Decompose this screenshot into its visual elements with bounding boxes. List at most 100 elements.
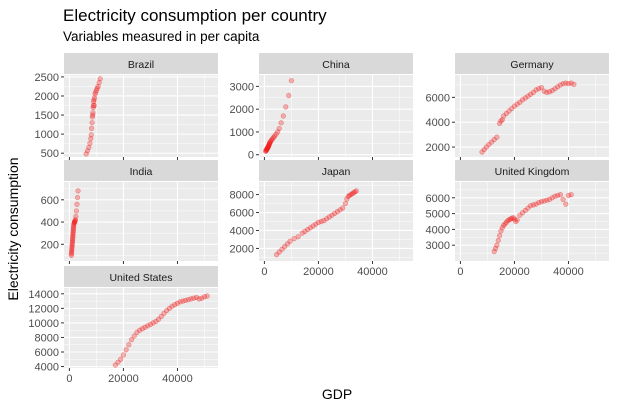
data-point bbox=[71, 221, 77, 227]
data-point bbox=[555, 84, 561, 90]
facet-strip-label-japan: Japan bbox=[322, 166, 351, 178]
data-point bbox=[134, 329, 140, 335]
facet-japan: Japan 2000 4000 6000 8000 0 20000 40000 bbox=[230, 160, 413, 278]
data-point bbox=[276, 249, 282, 255]
data-point bbox=[275, 129, 281, 135]
data-point bbox=[491, 137, 497, 143]
data-point bbox=[263, 148, 269, 154]
y-tick-label: 600 bbox=[41, 195, 59, 207]
data-point bbox=[172, 302, 178, 308]
data-point bbox=[315, 219, 322, 225]
data-point bbox=[70, 224, 77, 230]
data-point bbox=[161, 310, 167, 317]
y-tick-label: 4000 bbox=[35, 362, 59, 374]
data-point bbox=[69, 241, 75, 247]
data-point bbox=[267, 139, 273, 145]
data-point bbox=[329, 212, 335, 218]
data-point bbox=[115, 359, 121, 365]
data-point bbox=[299, 230, 305, 236]
data-point bbox=[348, 191, 354, 198]
facet-strip-label-india: India bbox=[130, 166, 153, 178]
data-point bbox=[276, 125, 282, 132]
data-point bbox=[278, 120, 284, 126]
data-point bbox=[571, 81, 577, 87]
data-point bbox=[92, 91, 98, 97]
data-point bbox=[344, 196, 350, 202]
data-point bbox=[265, 145, 271, 151]
data-point bbox=[546, 196, 553, 202]
facet-strip-united-states bbox=[64, 266, 218, 287]
x-tick-label: 20000 bbox=[303, 266, 334, 278]
data-point bbox=[496, 233, 503, 239]
data-point bbox=[71, 219, 78, 225]
data-point bbox=[349, 191, 355, 197]
facet-strip-label-germany: Germany bbox=[510, 59, 554, 71]
x-tick-label: 40000 bbox=[162, 373, 193, 385]
data-point bbox=[506, 217, 512, 223]
y-tick-label: 2000 bbox=[230, 104, 254, 116]
data-point bbox=[530, 89, 536, 95]
data-point bbox=[352, 189, 358, 195]
data-point bbox=[88, 125, 95, 131]
data-point bbox=[513, 218, 519, 225]
data-point bbox=[201, 294, 208, 300]
data-point bbox=[94, 85, 100, 91]
data-point bbox=[544, 197, 550, 203]
data-point bbox=[538, 84, 545, 91]
data-point bbox=[498, 118, 504, 124]
facet-strip-germany bbox=[455, 53, 609, 74]
data-point bbox=[75, 188, 81, 194]
y-tick-label: 3000 bbox=[230, 81, 254, 93]
data-point bbox=[264, 146, 270, 152]
facet-strip-label-united-kingdom: United Kingdom bbox=[495, 166, 570, 178]
data-point bbox=[528, 91, 534, 97]
y-tick-label: 2000 bbox=[426, 142, 450, 154]
data-point bbox=[541, 88, 547, 94]
facet-brazil: Brazil 500 1000 1500 2000 2500 bbox=[35, 53, 218, 160]
data-point bbox=[174, 300, 181, 306]
data-point bbox=[68, 249, 75, 255]
data-point bbox=[479, 149, 485, 155]
data-point bbox=[118, 356, 124, 362]
y-tick-label: 200 bbox=[41, 239, 59, 251]
data-point bbox=[310, 223, 316, 229]
facet-strip-brazil bbox=[64, 53, 218, 74]
data-point bbox=[139, 326, 145, 332]
data-point bbox=[70, 226, 77, 232]
y-tick-label: 4000 bbox=[426, 117, 450, 129]
data-point bbox=[284, 241, 290, 247]
data-point bbox=[342, 200, 349, 207]
data-point bbox=[525, 93, 531, 99]
data-point bbox=[502, 221, 508, 227]
data-point bbox=[166, 305, 172, 311]
data-point bbox=[69, 244, 75, 250]
data-point bbox=[288, 78, 295, 84]
data-point bbox=[557, 192, 563, 198]
data-point bbox=[533, 87, 539, 93]
facet-united-kingdom: United Kingdom 3000 4000 5000 6000 0 20000 4000… bbox=[426, 160, 609, 278]
data-point bbox=[350, 190, 357, 196]
data-point bbox=[87, 140, 93, 146]
data-point bbox=[150, 320, 156, 326]
y-tick-label: 6000 bbox=[35, 347, 59, 359]
data-point bbox=[538, 199, 545, 205]
data-point bbox=[196, 296, 202, 302]
data-point bbox=[552, 193, 558, 199]
data-point bbox=[91, 102, 97, 109]
data-point bbox=[182, 297, 189, 303]
data-point bbox=[499, 117, 505, 123]
data-point bbox=[496, 120, 503, 127]
facet-panel-brazil bbox=[64, 75, 218, 157]
y-tick-label: 0 bbox=[248, 150, 254, 162]
data-point bbox=[557, 82, 563, 88]
data-point bbox=[491, 248, 497, 255]
data-point bbox=[560, 196, 566, 202]
data-point bbox=[549, 195, 555, 201]
y-tick-label: 6000 bbox=[230, 208, 254, 220]
y-tick-label: 6000 bbox=[426, 92, 450, 104]
y-tick-label: 2500 bbox=[35, 72, 59, 84]
data-point bbox=[145, 323, 151, 329]
data-point bbox=[340, 205, 346, 211]
data-point bbox=[549, 87, 555, 94]
data-point bbox=[334, 209, 340, 215]
